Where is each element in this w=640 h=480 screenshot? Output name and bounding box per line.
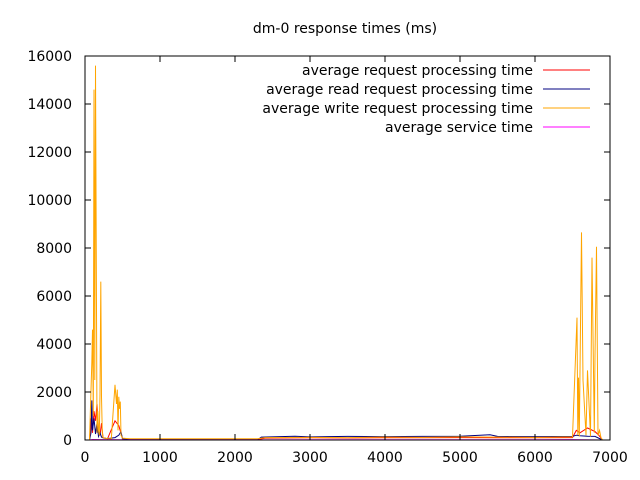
- legend-label: average service time: [385, 120, 533, 136]
- y-tick-label: 8000: [36, 241, 72, 257]
- legend-label: average read request processing time: [266, 82, 533, 98]
- series-line-3: [89, 65, 603, 441]
- series-line-2: [89, 400, 603, 441]
- series-line-1: [89, 403, 603, 441]
- y-tick-label: 2000: [36, 385, 72, 401]
- legend-label: average request processing time: [302, 63, 533, 79]
- legend-label: average write request processing time: [262, 101, 533, 117]
- x-tick-label: 0: [81, 450, 90, 466]
- chart-title: dm-0 response times (ms): [253, 21, 437, 37]
- y-axis: 0 2000 4000 6000 8000 10000 12000 14000 16000: [27, 49, 610, 449]
- y-tick-label: 10000: [27, 193, 72, 209]
- y-tick-label: 16000: [27, 49, 72, 65]
- y-tick-label: 6000: [36, 289, 72, 305]
- y-tick-label: 4000: [36, 337, 72, 353]
- x-tick-label: 3000: [292, 450, 328, 466]
- x-tick-label: 5000: [442, 450, 478, 466]
- x-tick-label: 1000: [142, 450, 178, 466]
- x-tick-label: 6000: [517, 450, 553, 466]
- x-axis: 0 1000 2000 3000 4000 5000 6000 7000: [81, 56, 628, 466]
- y-tick-label: 0: [63, 433, 72, 449]
- x-tick-label: 4000: [367, 450, 403, 466]
- y-tick-label: 12000: [27, 145, 72, 161]
- x-tick-label: 7000: [592, 450, 628, 466]
- legend: average request processing time average r…: [262, 63, 590, 136]
- x-tick-label: 2000: [217, 450, 253, 466]
- y-tick-label: 14000: [27, 97, 72, 113]
